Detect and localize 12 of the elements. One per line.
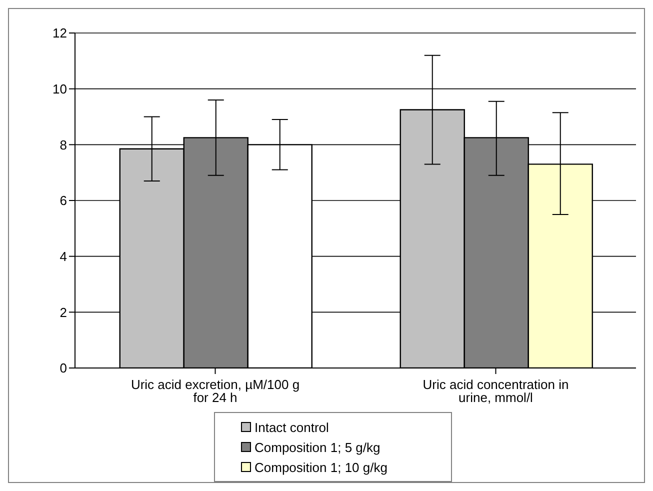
y-tick-label: 8 — [60, 137, 67, 152]
y-tick-label: 6 — [60, 193, 67, 208]
x-tick-label: Uric acid excretion, µM/100 g for 24 h — [130, 377, 300, 406]
y-tick-label: 0 — [60, 360, 67, 376]
y-tick-label: 2 — [60, 304, 67, 320]
legend-label: Composition 1; 5 g/kg — [254, 440, 380, 454]
y-tick-label: 4 — [60, 248, 67, 264]
x-tick-label: Uric acid concentration in urine, mmol/l — [422, 377, 569, 406]
y-tick-label: 12 — [52, 26, 67, 41]
y-tick-label: 10 — [52, 81, 67, 96]
legend-label: Intact control — [254, 420, 329, 434]
legend-label: Composition 1; 10 g/kg — [254, 460, 388, 474]
